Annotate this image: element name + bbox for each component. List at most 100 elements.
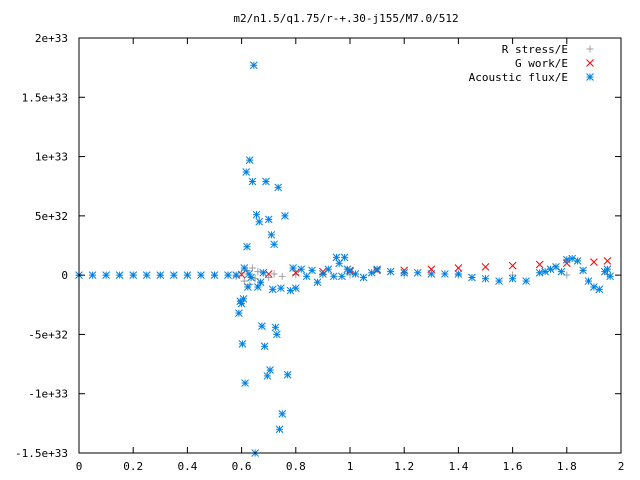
marker-stroke [263, 372, 272, 380]
x-tick-label: 0.6 [232, 460, 252, 473]
marker-stroke [224, 271, 232, 279]
data-point [386, 267, 395, 276]
marker-stroke [210, 271, 219, 279]
data-point [102, 271, 110, 279]
marker-stroke [308, 266, 316, 275]
marker-stroke [552, 262, 560, 271]
marker-stroke [243, 242, 251, 251]
data-point [427, 270, 436, 278]
marker-stroke [248, 177, 257, 186]
y-tick-label: 0 [61, 269, 68, 282]
y-tick-label: -1e+33 [28, 388, 68, 401]
data-point [340, 253, 349, 262]
data-point [351, 270, 360, 278]
data-point [242, 168, 251, 176]
data-point [590, 258, 598, 266]
x-tick-label: 1 [347, 460, 354, 473]
data-point [454, 270, 463, 278]
marker-stroke [440, 270, 449, 278]
data-point [278, 272, 286, 280]
marker-stroke [239, 295, 248, 303]
marker-stroke [245, 270, 253, 278]
data-point [260, 342, 269, 351]
data-point [454, 264, 463, 272]
data-point [169, 271, 178, 279]
marker-stroke [481, 274, 490, 283]
marker-stroke [281, 212, 289, 220]
marker-stroke [278, 410, 287, 418]
marker-stroke [367, 268, 376, 277]
data-point [373, 265, 381, 274]
marker-stroke [241, 379, 249, 387]
marker-stroke [568, 254, 577, 263]
data-point [603, 265, 612, 274]
legend-marker [586, 45, 594, 53]
marker-stroke [586, 73, 594, 81]
x-tick-label: 1.6 [503, 460, 523, 473]
data-point [291, 284, 300, 293]
marker-stroke [289, 264, 297, 272]
marker-stroke [586, 59, 594, 67]
data-point [249, 61, 258, 70]
data-point [274, 183, 283, 192]
data-point [245, 156, 254, 164]
x-tick-label: 0 [76, 460, 83, 473]
data-point [243, 283, 252, 291]
x-tick-label: 0.4 [177, 460, 197, 473]
y-tick-label: -1.5e+33 [15, 447, 68, 460]
data-point [238, 340, 247, 348]
marker-stroke [260, 342, 269, 351]
marker-stroke [129, 271, 138, 279]
data-point [270, 270, 278, 278]
marker-stroke [603, 265, 612, 274]
x-tick-label: 1.2 [394, 460, 414, 473]
legend-label: Acoustic flux/E [469, 71, 568, 84]
marker-stroke [242, 168, 251, 176]
marker-stroke [562, 255, 571, 264]
marker-stroke [258, 322, 266, 330]
data-point [603, 257, 612, 265]
marker-stroke [238, 340, 247, 348]
y-tick-label: 2e+33 [35, 32, 68, 45]
data-point [508, 274, 517, 283]
data-point [367, 268, 376, 277]
marker-stroke [247, 273, 255, 282]
chart-title: m2/n1.5/q1.75/r-+.30-j155/M7.0/512 [233, 12, 458, 25]
data-point [573, 257, 582, 265]
marker-stroke [245, 156, 254, 164]
data-point [568, 254, 577, 263]
data-point [338, 272, 346, 281]
marker-stroke [454, 264, 463, 272]
marker-stroke [237, 270, 246, 279]
marker-stroke [573, 257, 582, 265]
data-point [210, 271, 219, 279]
marker-stroke [268, 285, 277, 294]
legend-label: G work/E [515, 57, 568, 70]
marker-stroke [595, 285, 604, 294]
marker-stroke [603, 257, 612, 265]
data-point [289, 264, 297, 272]
data-point [115, 271, 124, 279]
marker-stroke [584, 277, 593, 285]
x-tick-label: 1.8 [557, 460, 577, 473]
data-point [266, 366, 274, 374]
marker-stroke [535, 268, 544, 277]
data-point [247, 273, 255, 282]
marker-stroke [291, 268, 300, 277]
marker-stroke [535, 260, 544, 269]
marker-stroke [313, 278, 322, 287]
marker-stroke [340, 253, 349, 262]
data-point [156, 271, 165, 279]
data-point [254, 268, 262, 276]
data-point [308, 266, 316, 275]
data-point [413, 268, 422, 277]
marker-stroke [386, 267, 395, 276]
marker-stroke [400, 268, 409, 277]
data-point [562, 255, 571, 264]
data-point [481, 262, 490, 271]
marker-stroke [271, 323, 280, 332]
data-point [270, 240, 278, 249]
data-point [243, 242, 251, 251]
